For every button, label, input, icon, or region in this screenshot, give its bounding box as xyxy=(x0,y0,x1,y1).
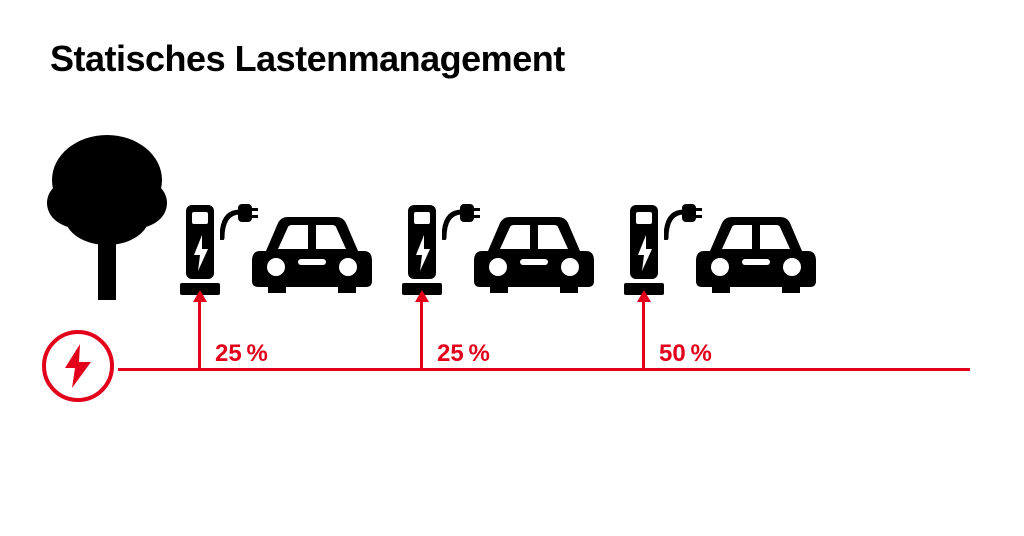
lightning-bolt-icon xyxy=(63,344,93,388)
percentage-label-2: 25 % xyxy=(437,340,490,368)
riser-line-3 xyxy=(642,302,645,370)
tree-icon xyxy=(42,125,172,300)
car-icon xyxy=(474,215,594,295)
riser-line-2 xyxy=(420,302,423,370)
percentage-label-1: 25 % xyxy=(215,340,268,368)
arrow-head-1 xyxy=(193,290,207,302)
power-bus-line xyxy=(118,368,970,371)
charging-station-3 xyxy=(624,195,824,295)
percentage-label-3: 50 % xyxy=(659,340,712,368)
riser-line-1 xyxy=(198,302,201,370)
arrow-head-3 xyxy=(637,290,651,302)
arrow-head-2 xyxy=(415,290,429,302)
charging-station-2 xyxy=(402,195,602,295)
car-icon xyxy=(252,215,372,295)
charging-station-1 xyxy=(180,195,380,295)
car-icon xyxy=(696,215,816,295)
diagram-stage: 25 % 25 % 50 % xyxy=(0,0,1024,536)
power-source-icon xyxy=(42,330,114,402)
